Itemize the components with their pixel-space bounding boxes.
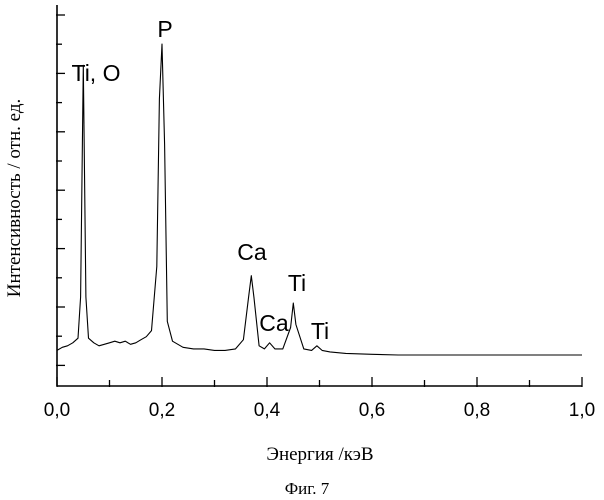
peak-label: Ca xyxy=(259,310,289,336)
y-axis-title: Интенсивность / отн. ед. xyxy=(4,99,25,298)
x-axis-tick-labels: 0,0 0,2 0,4 0,6 0,8 1,0 xyxy=(44,400,595,421)
spectrum-line xyxy=(57,44,582,355)
figure-caption: Фиг. 7 xyxy=(285,479,330,498)
peak-label: P xyxy=(157,16,172,42)
peak-label: Ti, O xyxy=(72,60,121,86)
x-tick-label: 0,0 xyxy=(44,400,70,421)
x-tick-label: 0,4 xyxy=(254,400,281,421)
x-tick-label: 0,2 xyxy=(149,400,175,421)
peak-label: Ti xyxy=(288,270,306,296)
x-tick-label: 0,8 xyxy=(464,400,490,421)
peak-label: Ca xyxy=(237,239,267,265)
peak-labels: Ti, O P Ca Ca TiTi xyxy=(72,16,330,344)
x-axis-title: Энергия /кэВ xyxy=(266,444,373,465)
x-tick-label: 1,0 xyxy=(569,400,595,421)
peak-label: Ti xyxy=(311,318,329,344)
x-tick-label: 0,6 xyxy=(359,400,385,421)
